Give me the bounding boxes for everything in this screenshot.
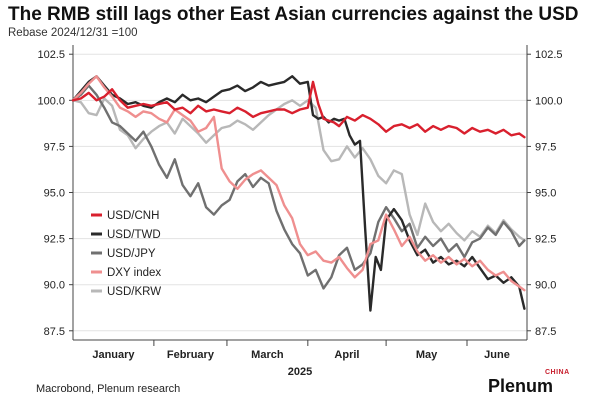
y-tick-label: 97.5 xyxy=(44,141,65,153)
y-tick-label: 92.5 xyxy=(535,234,556,246)
x-axis-year-label: 2025 xyxy=(288,366,312,378)
brand-logo: Plenum xyxy=(488,376,554,396)
y-tick-label: 100.0 xyxy=(37,95,65,107)
y-tick-label: 87.5 xyxy=(535,326,556,338)
y-tick-label: 102.5 xyxy=(37,49,65,61)
y-axis-right: 87.5 90.0 92.5 95.0 97.5 100.0 102.5 xyxy=(527,49,563,338)
grid xyxy=(73,53,527,332)
chart-subtitle: Rebase 2024/12/31 =100 xyxy=(8,27,138,39)
x-tick-label: May xyxy=(416,349,438,361)
x-axis: January February March April May June 2025 xyxy=(92,340,510,378)
y-tick-label: 97.5 xyxy=(535,141,556,153)
legend-label: USD/TWD xyxy=(107,229,161,241)
x-tick-label: February xyxy=(167,349,215,361)
y-tick-label: 100.0 xyxy=(535,95,563,107)
y-tick-label: 87.5 xyxy=(44,326,65,338)
chart-title: The RMB still lags other East Asian curr… xyxy=(8,4,579,25)
series-line-usd-jpy xyxy=(71,84,526,290)
y-tick-label: 90.0 xyxy=(535,280,556,292)
legend: USD/CNH USD/TWD USD/JPY DXY index USD/KRW xyxy=(91,210,161,298)
brand-tag: CHINA xyxy=(545,369,570,376)
y-tick-label: 92.5 xyxy=(44,234,65,246)
series-line-dxy-index xyxy=(71,75,526,292)
y-tick-label: 95.0 xyxy=(44,188,65,200)
x-tick-label: June xyxy=(484,349,510,361)
series-line-usd-cnh xyxy=(71,80,526,139)
y-tick-label: 90.0 xyxy=(44,280,65,292)
legend-label: USD/JPY xyxy=(107,248,156,260)
y-axis-left: 87.5 90.0 92.5 95.0 97.5 100.0 102.5 xyxy=(37,49,73,338)
legend-label: USD/CNH xyxy=(107,210,159,222)
series-line-usd-krw xyxy=(71,97,526,242)
y-tick-label: 95.0 xyxy=(535,188,556,200)
x-tick-label: April xyxy=(334,349,359,361)
legend-label: DXY index xyxy=(107,267,161,279)
x-tick-label: January xyxy=(92,349,135,361)
x-tick-label: March xyxy=(251,349,284,361)
legend-label: USD/KRW xyxy=(107,286,161,298)
y-tick-label: 102.5 xyxy=(535,49,563,61)
series-lines xyxy=(71,75,526,312)
source-note: Macrobond, Plenum research xyxy=(36,383,181,395)
